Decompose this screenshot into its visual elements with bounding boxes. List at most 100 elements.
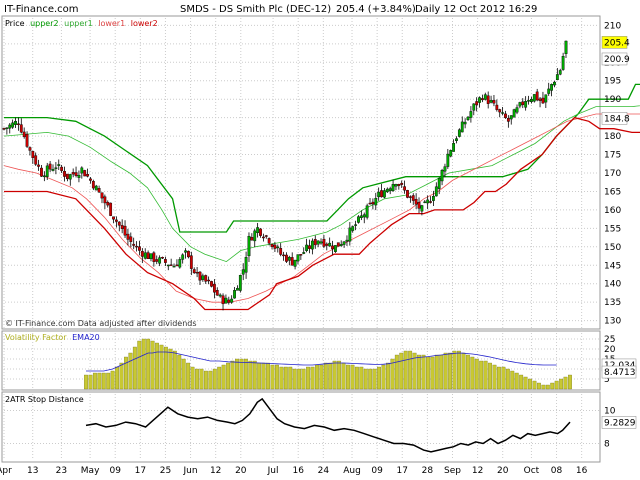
vol-bar xyxy=(181,358,186,390)
vol-bar xyxy=(559,378,564,390)
x-tick-label: Aug xyxy=(343,466,361,476)
candle-body xyxy=(365,205,369,218)
candle-body xyxy=(215,290,219,296)
candle-body xyxy=(492,100,496,104)
candle-body xyxy=(40,167,43,177)
vol-bar xyxy=(248,360,253,390)
vol-bar xyxy=(536,382,541,390)
candle-body xyxy=(34,155,38,165)
vol-bar xyxy=(363,368,368,390)
candle-body xyxy=(247,236,251,257)
vol-bar xyxy=(448,352,453,390)
candle-body xyxy=(227,299,231,303)
candle-body xyxy=(530,98,533,102)
candle-body xyxy=(86,174,89,177)
y-tick-label: 155 xyxy=(604,224,621,234)
candle-body xyxy=(138,246,141,251)
candle-body xyxy=(432,195,435,201)
candle-body xyxy=(287,256,291,261)
candle-body xyxy=(74,172,78,176)
vol-bar xyxy=(452,350,457,390)
vol-bar xyxy=(346,364,350,390)
x-tick-label: 13 xyxy=(27,466,38,476)
legend-lower2: lower2 xyxy=(131,19,158,28)
vol-bar xyxy=(394,354,399,390)
candle-body xyxy=(521,101,525,106)
vol-bar xyxy=(425,356,430,390)
legend-upper1: upper1 xyxy=(64,19,93,28)
candle-body xyxy=(469,111,473,118)
candle-body xyxy=(195,272,199,274)
candle-body xyxy=(198,271,202,281)
vol-bar xyxy=(430,356,435,390)
candle-body xyxy=(322,238,326,247)
candle-body xyxy=(210,281,213,287)
candle-body xyxy=(538,98,542,101)
atr-series xyxy=(85,397,571,453)
candle-body xyxy=(181,254,185,260)
candle-body xyxy=(94,185,98,191)
candle-body xyxy=(310,240,314,250)
vol-bar xyxy=(479,360,484,390)
candle-body xyxy=(452,142,455,152)
candle-body xyxy=(527,100,530,102)
candle-body xyxy=(443,166,447,172)
price-candles xyxy=(2,40,568,311)
candle-body xyxy=(100,192,104,199)
candle-body xyxy=(339,244,343,247)
vol-bar xyxy=(501,366,506,390)
candle-body xyxy=(14,121,17,125)
candle-body xyxy=(316,240,320,245)
candle-body xyxy=(305,244,309,251)
vol-bar xyxy=(399,352,404,390)
vol-bar xyxy=(306,366,310,390)
candle-body xyxy=(420,205,424,212)
candle-body xyxy=(498,109,502,113)
legend-price-label: Price xyxy=(5,19,25,28)
candle-body xyxy=(414,198,418,205)
price-tag xyxy=(601,52,628,66)
vol-bar xyxy=(230,360,235,390)
candle-body xyxy=(117,221,121,226)
vol-bar xyxy=(421,354,426,390)
candle-body xyxy=(483,94,487,100)
vol-bar xyxy=(372,368,377,390)
candle-body xyxy=(97,188,101,193)
vol-bar xyxy=(314,364,319,390)
vol-bar xyxy=(288,366,293,390)
candle-body xyxy=(91,181,95,189)
candle-body xyxy=(293,259,297,267)
candle-body xyxy=(561,56,565,70)
vol-bar xyxy=(252,360,257,390)
vol-bar xyxy=(301,368,306,390)
y-tick-label: 210 xyxy=(604,21,621,31)
vol-bar xyxy=(368,368,373,390)
candle-body xyxy=(359,215,363,218)
candle-body xyxy=(66,173,69,180)
vol-bar xyxy=(199,368,204,390)
candle-body xyxy=(57,164,61,166)
vol-bar xyxy=(92,372,97,390)
vol-bar xyxy=(497,366,501,390)
band-lower1 xyxy=(3,113,640,303)
legend-lower1: lower1 xyxy=(98,19,125,28)
price-bands xyxy=(3,83,640,311)
vol-bar xyxy=(510,370,515,390)
y-tick-label: 140 xyxy=(604,280,621,290)
vol-bar xyxy=(492,364,497,390)
candle-body xyxy=(37,164,40,167)
meta-date: Daily 12 Oct 2012 16:29 xyxy=(415,4,537,15)
candle-body xyxy=(106,202,110,206)
footnote: © IT-Finance.com Data adjusted after div… xyxy=(5,319,197,328)
candle-body xyxy=(408,196,412,198)
candle-body xyxy=(19,124,23,133)
candle-body xyxy=(83,170,87,177)
vol-bar xyxy=(186,362,191,390)
vol-bar xyxy=(443,352,448,390)
x-tick-label: 09 xyxy=(371,466,383,476)
candle-body xyxy=(241,269,245,275)
vol-bar xyxy=(470,356,475,390)
vol-bar xyxy=(332,360,337,390)
vol-bar xyxy=(266,362,270,390)
legend-atr: 2ATR Stop Distance xyxy=(5,395,84,404)
